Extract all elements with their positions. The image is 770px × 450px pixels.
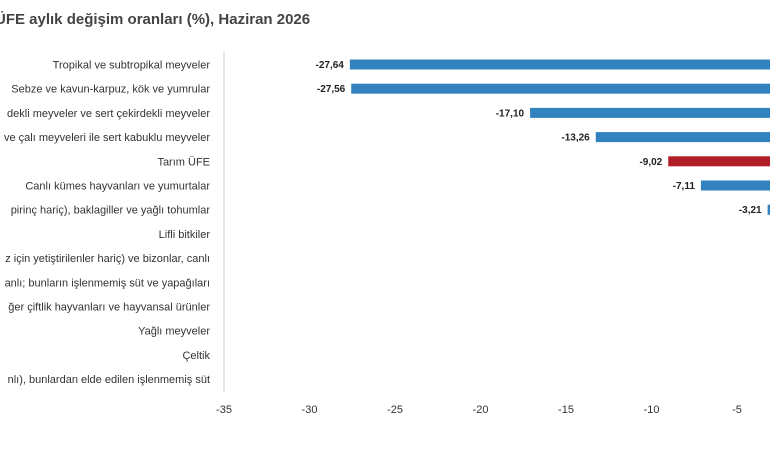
category-label: Canlı kümes hayvanları ve yumurtalar — [25, 181, 210, 193]
bar — [595, 132, 770, 143]
bar — [349, 59, 770, 70]
x-tick-label: -35 — [216, 404, 232, 416]
category-label: Sebze ve kavun-karpuz, kök ve yumrular — [11, 84, 210, 96]
data-label: -17,10 — [496, 108, 525, 119]
category-label: Tropikal ve subtropikal meyveler — [53, 60, 211, 72]
data-label: -7,11 — [673, 181, 696, 192]
chart-title: -ÜFE aylık değişim oranları (%), Haziran… — [0, 11, 311, 28]
data-label: -27,64 — [315, 60, 344, 71]
x-tick-label: -15 — [558, 404, 574, 416]
category-label: Yağlı meyveler — [138, 326, 210, 338]
category-label: pirinç hariç), baklagiller ve yağlı tohu… — [11, 205, 211, 217]
bar — [668, 156, 770, 167]
category-label: z için yetiştirilenler hariç) ve bizonla… — [5, 253, 210, 265]
x-tick-label: -10 — [644, 404, 660, 416]
x-tick-label: -25 — [387, 404, 403, 416]
category-label: Tarım ÜFE — [157, 156, 210, 168]
data-label: -3,21 — [739, 205, 762, 216]
category-label: dekli meyveler ve sert çekirdekli meyvel… — [7, 108, 210, 120]
category-label: Lifli bitkiler — [159, 229, 211, 241]
x-tick-label: -20 — [473, 404, 489, 416]
bar — [351, 83, 770, 94]
bar — [700, 180, 770, 191]
x-tick-label: -5 — [732, 404, 742, 416]
category-label: ve çalı meyveleri ile sert kabuklu meyve… — [4, 132, 210, 144]
bar — [530, 107, 770, 118]
category-label: nlı), bunlardan elde edilen işlenmemiş s… — [8, 374, 210, 386]
data-label: -9,02 — [639, 157, 662, 168]
x-tick-label: -30 — [302, 404, 318, 416]
category-label: Çeltik — [182, 350, 210, 362]
data-label: -27,56 — [317, 84, 346, 95]
category-label: ğer çiftlik hayvanları ve hayvansal ürün… — [8, 302, 210, 314]
bar — [767, 204, 770, 215]
category-label: anlı; bunların işlenmemiş süt ve yapağıl… — [5, 277, 210, 289]
data-label: -13,26 — [561, 133, 590, 144]
